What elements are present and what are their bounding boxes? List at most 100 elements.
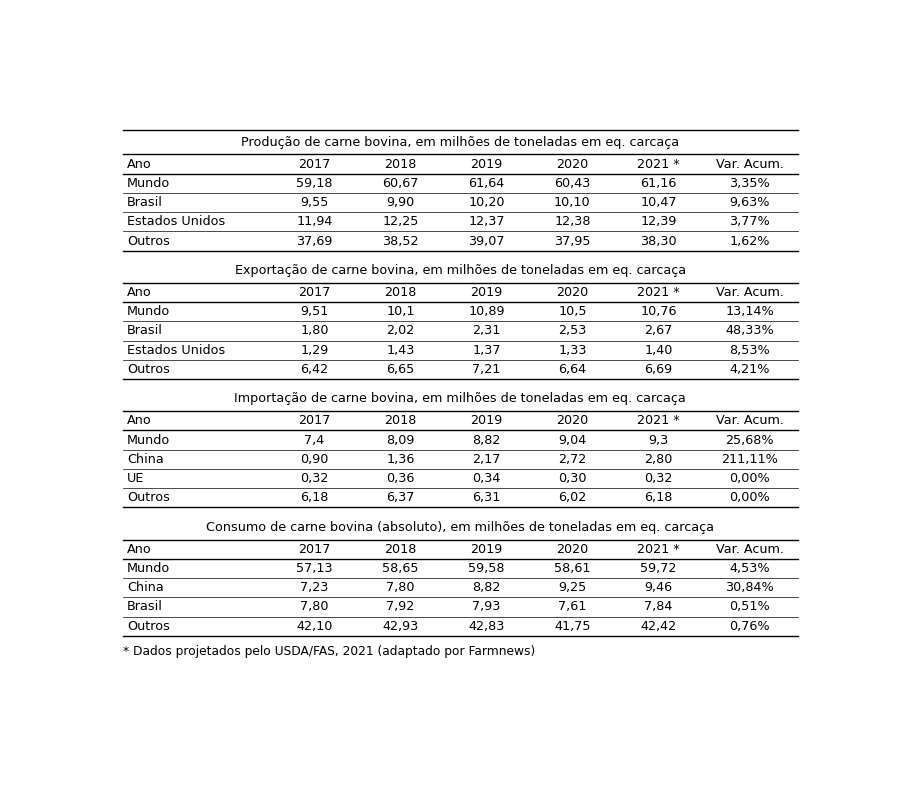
Text: 9,46: 9,46 bbox=[644, 582, 673, 594]
Text: 3,35%: 3,35% bbox=[729, 177, 770, 190]
Text: 0,30: 0,30 bbox=[558, 472, 586, 485]
Text: Estados Unidos: Estados Unidos bbox=[127, 344, 225, 356]
Text: 6,42: 6,42 bbox=[300, 363, 329, 376]
Text: 7,84: 7,84 bbox=[644, 601, 673, 614]
Text: 2,17: 2,17 bbox=[472, 453, 500, 466]
Text: 0,36: 0,36 bbox=[386, 472, 415, 485]
Text: 7,80: 7,80 bbox=[300, 601, 329, 614]
Text: Exportação de carne bovina, em milhões de toneladas em eq. carcaça: Exportação de carne bovina, em milhões d… bbox=[234, 264, 686, 277]
Text: Outros: Outros bbox=[127, 620, 170, 633]
Text: 2019: 2019 bbox=[471, 286, 503, 299]
Text: 4,21%: 4,21% bbox=[729, 363, 770, 376]
Text: 59,58: 59,58 bbox=[468, 562, 505, 575]
Text: * Dados projetados pelo USDA/FAS, 2021 (adaptado por Farmnews): * Dados projetados pelo USDA/FAS, 2021 (… bbox=[123, 645, 535, 658]
Text: 8,09: 8,09 bbox=[386, 433, 415, 446]
Text: Outros: Outros bbox=[127, 235, 170, 248]
Text: 2019: 2019 bbox=[471, 542, 503, 556]
Text: 42,83: 42,83 bbox=[468, 620, 505, 633]
Text: 2019: 2019 bbox=[471, 414, 503, 427]
Text: 2018: 2018 bbox=[384, 414, 417, 427]
Text: 0,76%: 0,76% bbox=[729, 620, 770, 633]
Text: 1,29: 1,29 bbox=[300, 344, 329, 356]
Text: Ano: Ano bbox=[127, 158, 152, 171]
Text: 10,20: 10,20 bbox=[468, 196, 505, 209]
Text: 37,95: 37,95 bbox=[554, 235, 591, 248]
Text: 2021 *: 2021 * bbox=[637, 286, 680, 299]
Text: 6,64: 6,64 bbox=[559, 363, 586, 376]
Text: UE: UE bbox=[127, 472, 145, 485]
Text: 10,76: 10,76 bbox=[640, 305, 676, 318]
Text: 0,00%: 0,00% bbox=[729, 491, 770, 505]
Text: 1,40: 1,40 bbox=[644, 344, 673, 356]
Text: 10,1: 10,1 bbox=[386, 305, 415, 318]
Text: 0,90: 0,90 bbox=[300, 453, 329, 466]
Text: 3,77%: 3,77% bbox=[729, 215, 770, 228]
Text: 10,5: 10,5 bbox=[558, 305, 586, 318]
Text: 2018: 2018 bbox=[384, 286, 417, 299]
Text: 13,14%: 13,14% bbox=[726, 305, 774, 318]
Text: 4,53%: 4,53% bbox=[729, 562, 770, 575]
Text: Mundo: Mundo bbox=[127, 433, 170, 446]
Text: 0,00%: 0,00% bbox=[729, 472, 770, 485]
Text: 6,31: 6,31 bbox=[472, 491, 500, 505]
Text: 41,75: 41,75 bbox=[554, 620, 591, 633]
Text: 2020: 2020 bbox=[556, 414, 588, 427]
Text: 60,43: 60,43 bbox=[554, 177, 591, 190]
Text: 9,90: 9,90 bbox=[386, 196, 415, 209]
Text: China: China bbox=[127, 582, 163, 594]
Text: Ano: Ano bbox=[127, 542, 152, 556]
Text: 2017: 2017 bbox=[298, 286, 330, 299]
Text: 9,55: 9,55 bbox=[300, 196, 329, 209]
Text: 60,67: 60,67 bbox=[383, 177, 418, 190]
Text: 1,62%: 1,62% bbox=[729, 235, 770, 248]
Text: 12,39: 12,39 bbox=[640, 215, 676, 228]
Text: 2017: 2017 bbox=[298, 158, 330, 171]
Text: 7,21: 7,21 bbox=[472, 363, 500, 376]
Text: 2,80: 2,80 bbox=[644, 453, 673, 466]
Text: 2020: 2020 bbox=[556, 286, 588, 299]
Text: 7,93: 7,93 bbox=[472, 601, 500, 614]
Text: 2021 *: 2021 * bbox=[637, 158, 680, 171]
Text: 2020: 2020 bbox=[556, 542, 588, 556]
Text: 0,32: 0,32 bbox=[300, 472, 329, 485]
Text: 2021 *: 2021 * bbox=[637, 542, 680, 556]
Text: Var. Acum.: Var. Acum. bbox=[716, 542, 784, 556]
Text: 59,18: 59,18 bbox=[296, 177, 332, 190]
Text: 2021 *: 2021 * bbox=[637, 414, 680, 427]
Text: 2018: 2018 bbox=[384, 158, 417, 171]
Text: 39,07: 39,07 bbox=[468, 235, 505, 248]
Text: 0,32: 0,32 bbox=[644, 472, 673, 485]
Text: Ano: Ano bbox=[127, 414, 152, 427]
Text: 61,64: 61,64 bbox=[468, 177, 505, 190]
Text: 1,37: 1,37 bbox=[472, 344, 500, 356]
Text: 42,93: 42,93 bbox=[383, 620, 418, 633]
Text: Mundo: Mundo bbox=[127, 305, 170, 318]
Text: 42,42: 42,42 bbox=[640, 620, 676, 633]
Text: 0,34: 0,34 bbox=[472, 472, 500, 485]
Text: China: China bbox=[127, 453, 163, 466]
Text: 6,65: 6,65 bbox=[386, 363, 415, 376]
Text: 12,25: 12,25 bbox=[383, 215, 418, 228]
Text: 7,4: 7,4 bbox=[304, 433, 324, 446]
Text: Mundo: Mundo bbox=[127, 562, 170, 575]
Text: 6,69: 6,69 bbox=[644, 363, 673, 376]
Text: 37,69: 37,69 bbox=[296, 235, 332, 248]
Text: 8,82: 8,82 bbox=[472, 433, 500, 446]
Text: 61,16: 61,16 bbox=[640, 177, 676, 190]
Text: 58,65: 58,65 bbox=[383, 562, 418, 575]
Text: 38,52: 38,52 bbox=[383, 235, 418, 248]
Text: Outros: Outros bbox=[127, 491, 170, 505]
Text: 12,38: 12,38 bbox=[554, 215, 591, 228]
Text: Ano: Ano bbox=[127, 286, 152, 299]
Text: 57,13: 57,13 bbox=[296, 562, 332, 575]
Text: Produção de carne bovina, em milhões de toneladas em eq. carcaça: Produção de carne bovina, em milhões de … bbox=[242, 135, 679, 149]
Text: 6,37: 6,37 bbox=[386, 491, 415, 505]
Text: 6,18: 6,18 bbox=[300, 491, 329, 505]
Text: 7,23: 7,23 bbox=[300, 582, 329, 594]
Text: 48,33%: 48,33% bbox=[726, 324, 774, 337]
Text: 2017: 2017 bbox=[298, 542, 330, 556]
Text: 10,47: 10,47 bbox=[640, 196, 676, 209]
Text: Brasil: Brasil bbox=[127, 601, 163, 614]
Text: 2,02: 2,02 bbox=[386, 324, 415, 337]
Text: 1,43: 1,43 bbox=[386, 344, 415, 356]
